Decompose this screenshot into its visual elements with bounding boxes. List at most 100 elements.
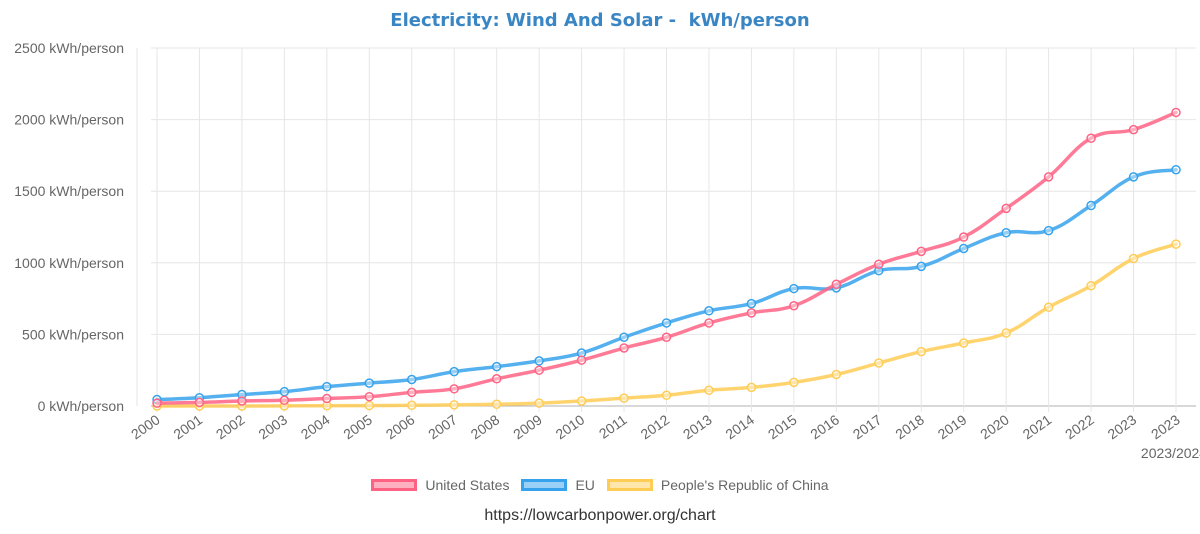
y-tick-label: 1000 kWh/person [14, 255, 124, 271]
y-tick-label: 2500 kWh/person [14, 40, 124, 56]
data-point-people-s-republic-of-china [1001, 328, 1011, 338]
data-point-united-states [831, 279, 842, 290]
x-tick-label: 2012 [638, 411, 673, 442]
legend-label-china: People's Republic of China [660, 477, 829, 493]
data-point-united-states [279, 395, 290, 406]
data-point-united-states [322, 393, 332, 404]
x-tick-label: 2020 [977, 411, 1012, 442]
data-point-united-states [1001, 203, 1011, 214]
data-point-eu [874, 265, 884, 276]
legend-item-eu[interactable]: EU [521, 477, 595, 493]
y-tick-label: 500 kWh/person [22, 326, 124, 342]
data-point-united-states [661, 332, 672, 343]
legend-label-united-states: United States [425, 477, 510, 493]
x-tick-label: 2021 [1020, 411, 1055, 442]
data-point-eu [322, 381, 332, 392]
legend-item-china[interactable]: People's Republic of China [606, 477, 829, 493]
x-tick-label: 2022 [1062, 411, 1097, 442]
data-point-united-states [152, 398, 162, 408]
series-line-eu [155, 167, 1178, 402]
data-point-people-s-republic-of-china [1043, 302, 1054, 312]
legend-label-eu: EU [575, 477, 595, 493]
data-point-people-s-republic-of-china [491, 399, 502, 410]
x-tick-label: 2010 [553, 411, 588, 442]
data-point-people-s-republic-of-china [831, 369, 842, 380]
data-point-people-s-republic-of-china [322, 400, 332, 411]
data-point-united-states [1043, 172, 1054, 182]
data-point-people-s-republic-of-china [746, 382, 757, 393]
x-tick-label: 2014 [722, 411, 757, 442]
data-point-eu [491, 361, 502, 372]
y-tick-label: 1500 kWh/person [14, 183, 124, 199]
data-point-united-states [746, 308, 757, 318]
data-point-people-s-republic-of-china [407, 400, 417, 411]
x-tick-label: 2017 [850, 411, 885, 442]
x-tick-label: 2016 [807, 411, 842, 442]
data-point-eu [534, 356, 544, 366]
data-point-people-s-republic-of-china [364, 400, 375, 411]
data-point-united-states [958, 232, 969, 242]
x-tick-label: 2000 [128, 411, 163, 442]
data-point-people-s-republic-of-china [1086, 280, 1096, 291]
legend-swatch-china [606, 479, 653, 491]
data-point-united-states [364, 391, 375, 402]
data-point-eu [1171, 164, 1181, 175]
source-link[interactable]: https://lowcarbonpower.org/chart [484, 507, 716, 524]
data-point-people-s-republic-of-china [789, 377, 799, 388]
data-point-eu [407, 374, 417, 385]
y-tick-label: 0 kWh/person [38, 398, 124, 414]
data-point-united-states [704, 318, 714, 328]
data-point-eu [1043, 225, 1054, 236]
legend-swatch-united-states [371, 479, 418, 491]
data-point-people-s-republic-of-china [1128, 253, 1139, 264]
data-point-people-s-republic-of-china [916, 346, 926, 357]
x-tick-label: 2003 [255, 411, 290, 442]
data-point-united-states [619, 343, 629, 353]
legend-swatch-eu [521, 479, 568, 491]
data-point-united-states [1171, 107, 1181, 118]
x-tick-label: 2018 [892, 411, 927, 442]
data-point-united-states [534, 365, 544, 375]
data-point-eu [916, 261, 926, 272]
data-point-united-states [1086, 133, 1096, 143]
x-tick-label: 2019 [935, 411, 970, 442]
data-point-united-states [576, 355, 587, 365]
data-point-united-states [407, 387, 417, 398]
x-tick-label: 2001 [170, 411, 205, 442]
data-point-united-states [491, 374, 502, 384]
data-point-eu [237, 389, 247, 400]
data-point-eu [789, 283, 799, 294]
legend-item-united-states[interactable]: United States [371, 477, 509, 493]
data-point-eu [704, 306, 714, 316]
data-point-united-states [449, 384, 459, 394]
data-point-eu [619, 332, 629, 343]
data-point-eu [1001, 227, 1011, 238]
x-tick-label: 2023 [1148, 411, 1183, 442]
x-tick-label: 2023 [1105, 411, 1140, 442]
x-tick-label-last: 2023/2024 [1141, 445, 1200, 461]
data-point-united-states [789, 301, 799, 311]
data-point-eu [576, 348, 587, 358]
data-point-eu [279, 386, 290, 397]
data-point-eu [449, 366, 459, 377]
data-point-people-s-republic-of-china [958, 338, 969, 348]
data-point-eu [364, 378, 375, 388]
data-point-eu [746, 298, 757, 309]
data-point-united-states [874, 259, 884, 269]
y-tick-label: 2000 kWh/person [14, 112, 124, 128]
data-point-united-states [237, 396, 247, 406]
legend: United States EU People's Republic of Ch… [0, 477, 1200, 493]
data-point-eu [1128, 172, 1139, 182]
x-tick-label: 2006 [383, 411, 418, 442]
data-point-people-s-republic-of-china [449, 400, 459, 410]
data-point-people-s-republic-of-china [704, 385, 714, 395]
x-tick-label: 2007 [425, 411, 460, 442]
data-point-people-s-republic-of-china [661, 390, 672, 401]
data-point-united-states [916, 246, 926, 257]
data-point-people-s-republic-of-china [1171, 239, 1181, 249]
x-tick-label: 2004 [298, 411, 333, 442]
data-point-united-states [194, 397, 205, 408]
x-tick-label: 2015 [765, 411, 800, 442]
